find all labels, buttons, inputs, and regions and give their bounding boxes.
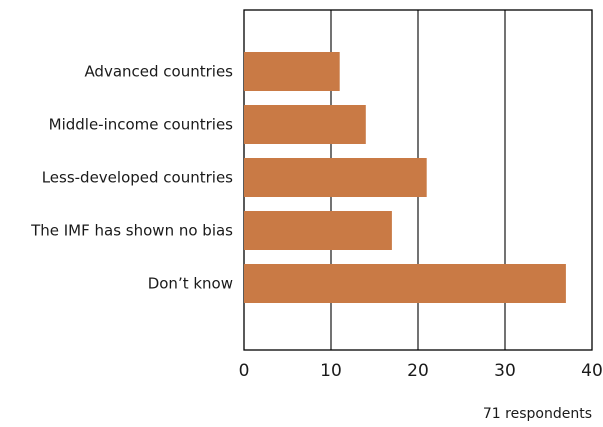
bar-2 — [244, 158, 427, 197]
category-label-1: Middle-income countries — [49, 116, 234, 134]
x-tick-label-0: 0 — [239, 361, 250, 381]
x-tick-label-1: 10 — [320, 361, 342, 381]
bar-4 — [244, 264, 566, 303]
bar-3 — [244, 211, 392, 250]
respondents-note: 71 respondents — [483, 406, 592, 422]
x-tick-label-2: 20 — [407, 361, 429, 381]
bar-0 — [244, 52, 340, 91]
x-tick-labels: 0 10 20 30 40 — [239, 361, 603, 381]
category-label-4: Don’t know — [148, 275, 233, 293]
category-labels: Advanced countries Middle-income countrie… — [30, 63, 233, 293]
x-tick-label-4: 40 — [581, 361, 603, 381]
category-label-0: Advanced countries — [84, 63, 233, 81]
bar-1 — [244, 105, 366, 144]
category-label-2: Less-developed countries — [42, 169, 233, 187]
category-label-3: The IMF has shown no bias — [30, 222, 233, 240]
bars — [244, 52, 566, 303]
x-tick-label-3: 30 — [494, 361, 516, 381]
